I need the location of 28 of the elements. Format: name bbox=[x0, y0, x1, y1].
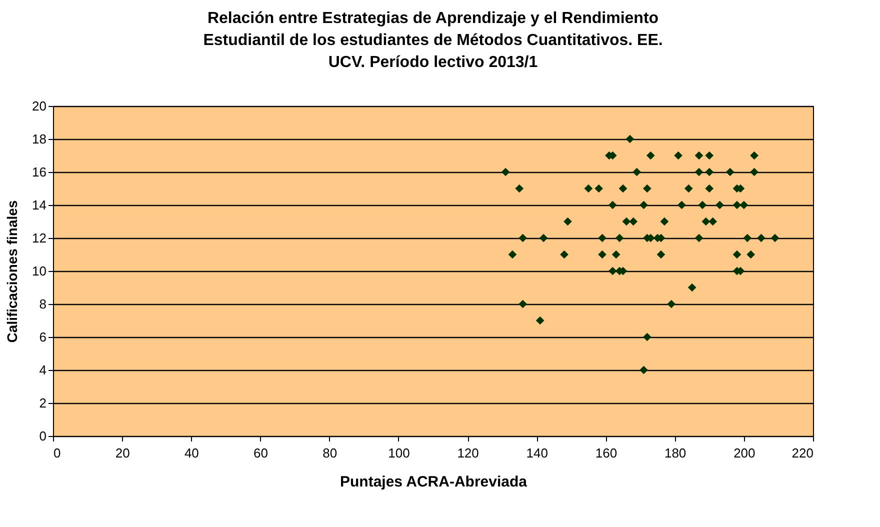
y-axis-title: Calificaciones finales bbox=[4, 200, 20, 343]
y-tick-label: 10 bbox=[32, 264, 46, 278]
x-tick-label: 20 bbox=[115, 446, 130, 460]
y-tick-label: 0 bbox=[39, 428, 46, 444]
y-tick-label: 6 bbox=[39, 330, 46, 344]
x-tick-label: 120 bbox=[457, 446, 479, 460]
x-tick-label: 180 bbox=[664, 446, 686, 460]
x-tick-label: 200 bbox=[734, 446, 756, 460]
text: UCV. Período lectivo 2013/1 bbox=[328, 54, 538, 71]
y-tick-label: 8 bbox=[39, 296, 46, 312]
y-tick-label: 12 bbox=[32, 230, 46, 246]
x-tick-label: 160 bbox=[595, 446, 618, 460]
text: Estudiantil de los estudiantes de Métodos Cuantitativos. EE. bbox=[203, 32, 663, 49]
x-tick-label: 220 bbox=[792, 446, 814, 460]
x-tick-label: 100 bbox=[388, 446, 410, 460]
x-tick-label: 60 bbox=[254, 446, 268, 460]
y-tick-label: 2 bbox=[39, 396, 46, 410]
x-tick-label: 140 bbox=[526, 446, 548, 460]
y-tick-label: 14 bbox=[32, 198, 46, 212]
y-tick-label: 4 bbox=[39, 362, 46, 378]
text: Relación entre Estrategias de Aprendizaje y el Rendimiento bbox=[207, 10, 659, 27]
x-tick-label: 40 bbox=[184, 446, 199, 460]
x-tick-label: 80 bbox=[322, 446, 338, 460]
y-tick-label: 18 bbox=[32, 132, 46, 146]
y-tick-label: 16 bbox=[32, 164, 46, 180]
x-tick-label: 0 bbox=[54, 446, 61, 460]
y-tick-label: 20 bbox=[32, 98, 46, 114]
x-axis-title: Puntajes ACRA-Abreviada bbox=[340, 474, 528, 490]
